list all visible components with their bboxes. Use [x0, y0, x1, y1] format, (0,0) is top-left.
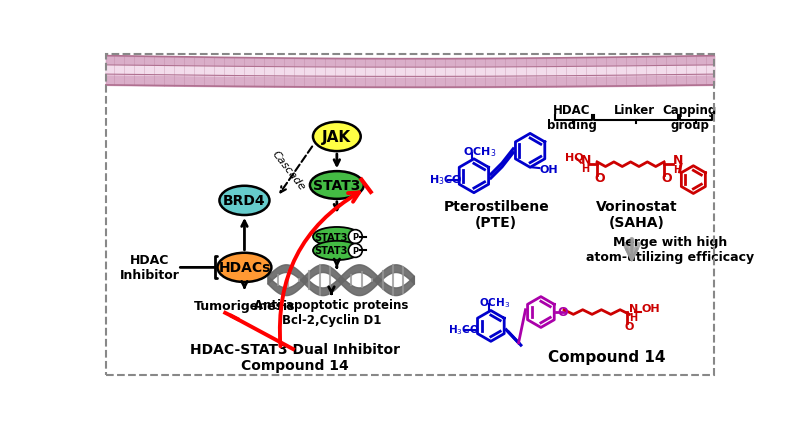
Text: O: O: [661, 172, 672, 185]
Ellipse shape: [310, 172, 364, 199]
Ellipse shape: [218, 253, 271, 282]
Text: HDAC
Inhibitor: HDAC Inhibitor: [120, 254, 180, 282]
Text: Tumorigenesis: Tumorigenesis: [194, 299, 295, 313]
Text: STAT3: STAT3: [313, 178, 361, 193]
Text: Cascade: Cascade: [270, 149, 307, 192]
Text: Vorinostat
(SAHA): Vorinostat (SAHA): [596, 200, 678, 230]
Text: HDAC-STAT3 Dual Inhibitor
Compound 14: HDAC-STAT3 Dual Inhibitor Compound 14: [190, 342, 399, 372]
Text: HO: HO: [565, 153, 583, 163]
Text: N: N: [674, 153, 684, 166]
Text: H: H: [581, 164, 589, 174]
Ellipse shape: [313, 227, 361, 247]
Text: OH: OH: [539, 164, 558, 175]
Text: H$_3$CO: H$_3$CO: [449, 322, 480, 336]
Text: Pterostilbene
(PTE): Pterostilbene (PTE): [443, 200, 549, 230]
Circle shape: [349, 244, 362, 258]
Text: H: H: [674, 164, 682, 175]
Text: N: N: [581, 153, 591, 166]
Text: Compound 14: Compound 14: [547, 349, 665, 364]
Text: O: O: [594, 172, 605, 185]
Text: P: P: [352, 246, 358, 255]
Text: Anti-apoptotic proteins
Bcl-2,Cyclin D1: Anti-apoptotic proteins Bcl-2,Cyclin D1: [254, 298, 409, 326]
Text: H$_3$CO: H$_3$CO: [430, 173, 463, 186]
FancyArrowPatch shape: [280, 193, 359, 346]
Text: STAT3: STAT3: [314, 246, 347, 256]
Text: N: N: [630, 303, 638, 313]
Ellipse shape: [219, 186, 270, 216]
Text: O: O: [558, 305, 569, 318]
Ellipse shape: [313, 123, 361, 152]
Ellipse shape: [313, 241, 361, 260]
Text: OCH$_3$: OCH$_3$: [463, 145, 497, 158]
Text: Linker: Linker: [614, 104, 655, 116]
Text: Capping
group: Capping group: [662, 104, 717, 131]
Text: JAK: JAK: [322, 130, 351, 145]
Text: OCH$_3$: OCH$_3$: [478, 295, 510, 309]
Text: OH: OH: [641, 303, 660, 313]
Text: HDAC
binding: HDAC binding: [546, 104, 597, 131]
Text: P: P: [352, 233, 358, 242]
Text: STAT3: STAT3: [314, 232, 347, 242]
Text: HDACs: HDACs: [218, 261, 270, 275]
Text: Merge with high
atom-utilizing efficicacy: Merge with high atom-utilizing efficicac…: [586, 235, 754, 263]
Text: O: O: [624, 321, 634, 331]
Circle shape: [349, 230, 362, 244]
Text: BRD4: BRD4: [223, 194, 266, 208]
Text: H: H: [630, 312, 638, 322]
